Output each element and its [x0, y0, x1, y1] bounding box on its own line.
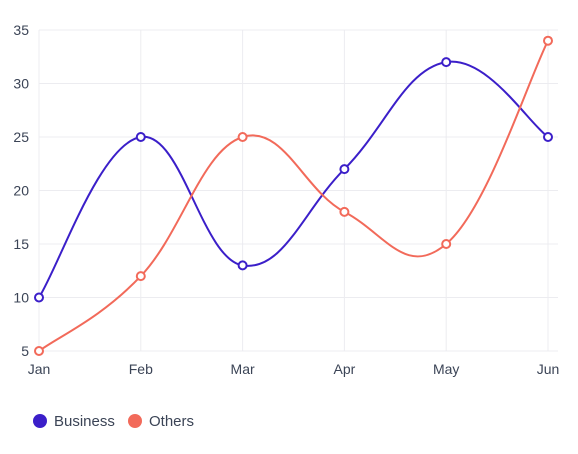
x-tick-label: May [433, 361, 459, 377]
data-point-others[interactable] [543, 35, 553, 46]
legend[interactable]: Business Others [33, 413, 194, 430]
y-tick-label: 25 [13, 129, 29, 145]
x-tick-label: Jan [28, 361, 51, 377]
legend-label: Business [54, 413, 115, 430]
x-tick-label: Jun [537, 361, 560, 377]
data-point-others[interactable] [237, 132, 248, 142]
axis-layer: 5 10 15 20 25 30 35 Jan Feb Mar Apr May Jun [13, 22, 559, 377]
grid-layer [38, 29, 558, 352]
series-line-others [38, 40, 549, 352]
data-point-business[interactable] [237, 260, 248, 271]
legend-label: Others [149, 413, 194, 430]
y-tick-label: 5 [21, 343, 29, 359]
data-point-business[interactable] [339, 164, 350, 175]
data-point-business[interactable] [135, 132, 146, 142]
data-point-others[interactable] [135, 271, 146, 282]
legend-item-others[interactable]: Others [128, 413, 194, 430]
y-tick-label: 20 [13, 183, 29, 199]
x-tick-label: Apr [334, 361, 356, 377]
y-tick-label: 30 [13, 76, 29, 92]
series-line-business [38, 60, 549, 299]
data-point-business[interactable] [441, 57, 452, 68]
series-layer [34, 35, 553, 356]
y-tick-label: 10 [13, 290, 29, 306]
data-point-business[interactable] [543, 132, 553, 142]
x-tick-label: Mar [231, 361, 255, 377]
data-point-others[interactable] [441, 239, 452, 249]
y-tick-label: 15 [13, 236, 29, 252]
data-point-business[interactable] [34, 292, 44, 303]
y-tick-label: 35 [13, 22, 29, 38]
legend-item-business[interactable]: Business [33, 413, 115, 430]
data-point-others[interactable] [339, 206, 350, 217]
data-point-others[interactable] [34, 346, 44, 356]
legend-marker [128, 414, 142, 428]
legend-marker [33, 414, 47, 428]
x-tick-label: Feb [129, 361, 153, 377]
